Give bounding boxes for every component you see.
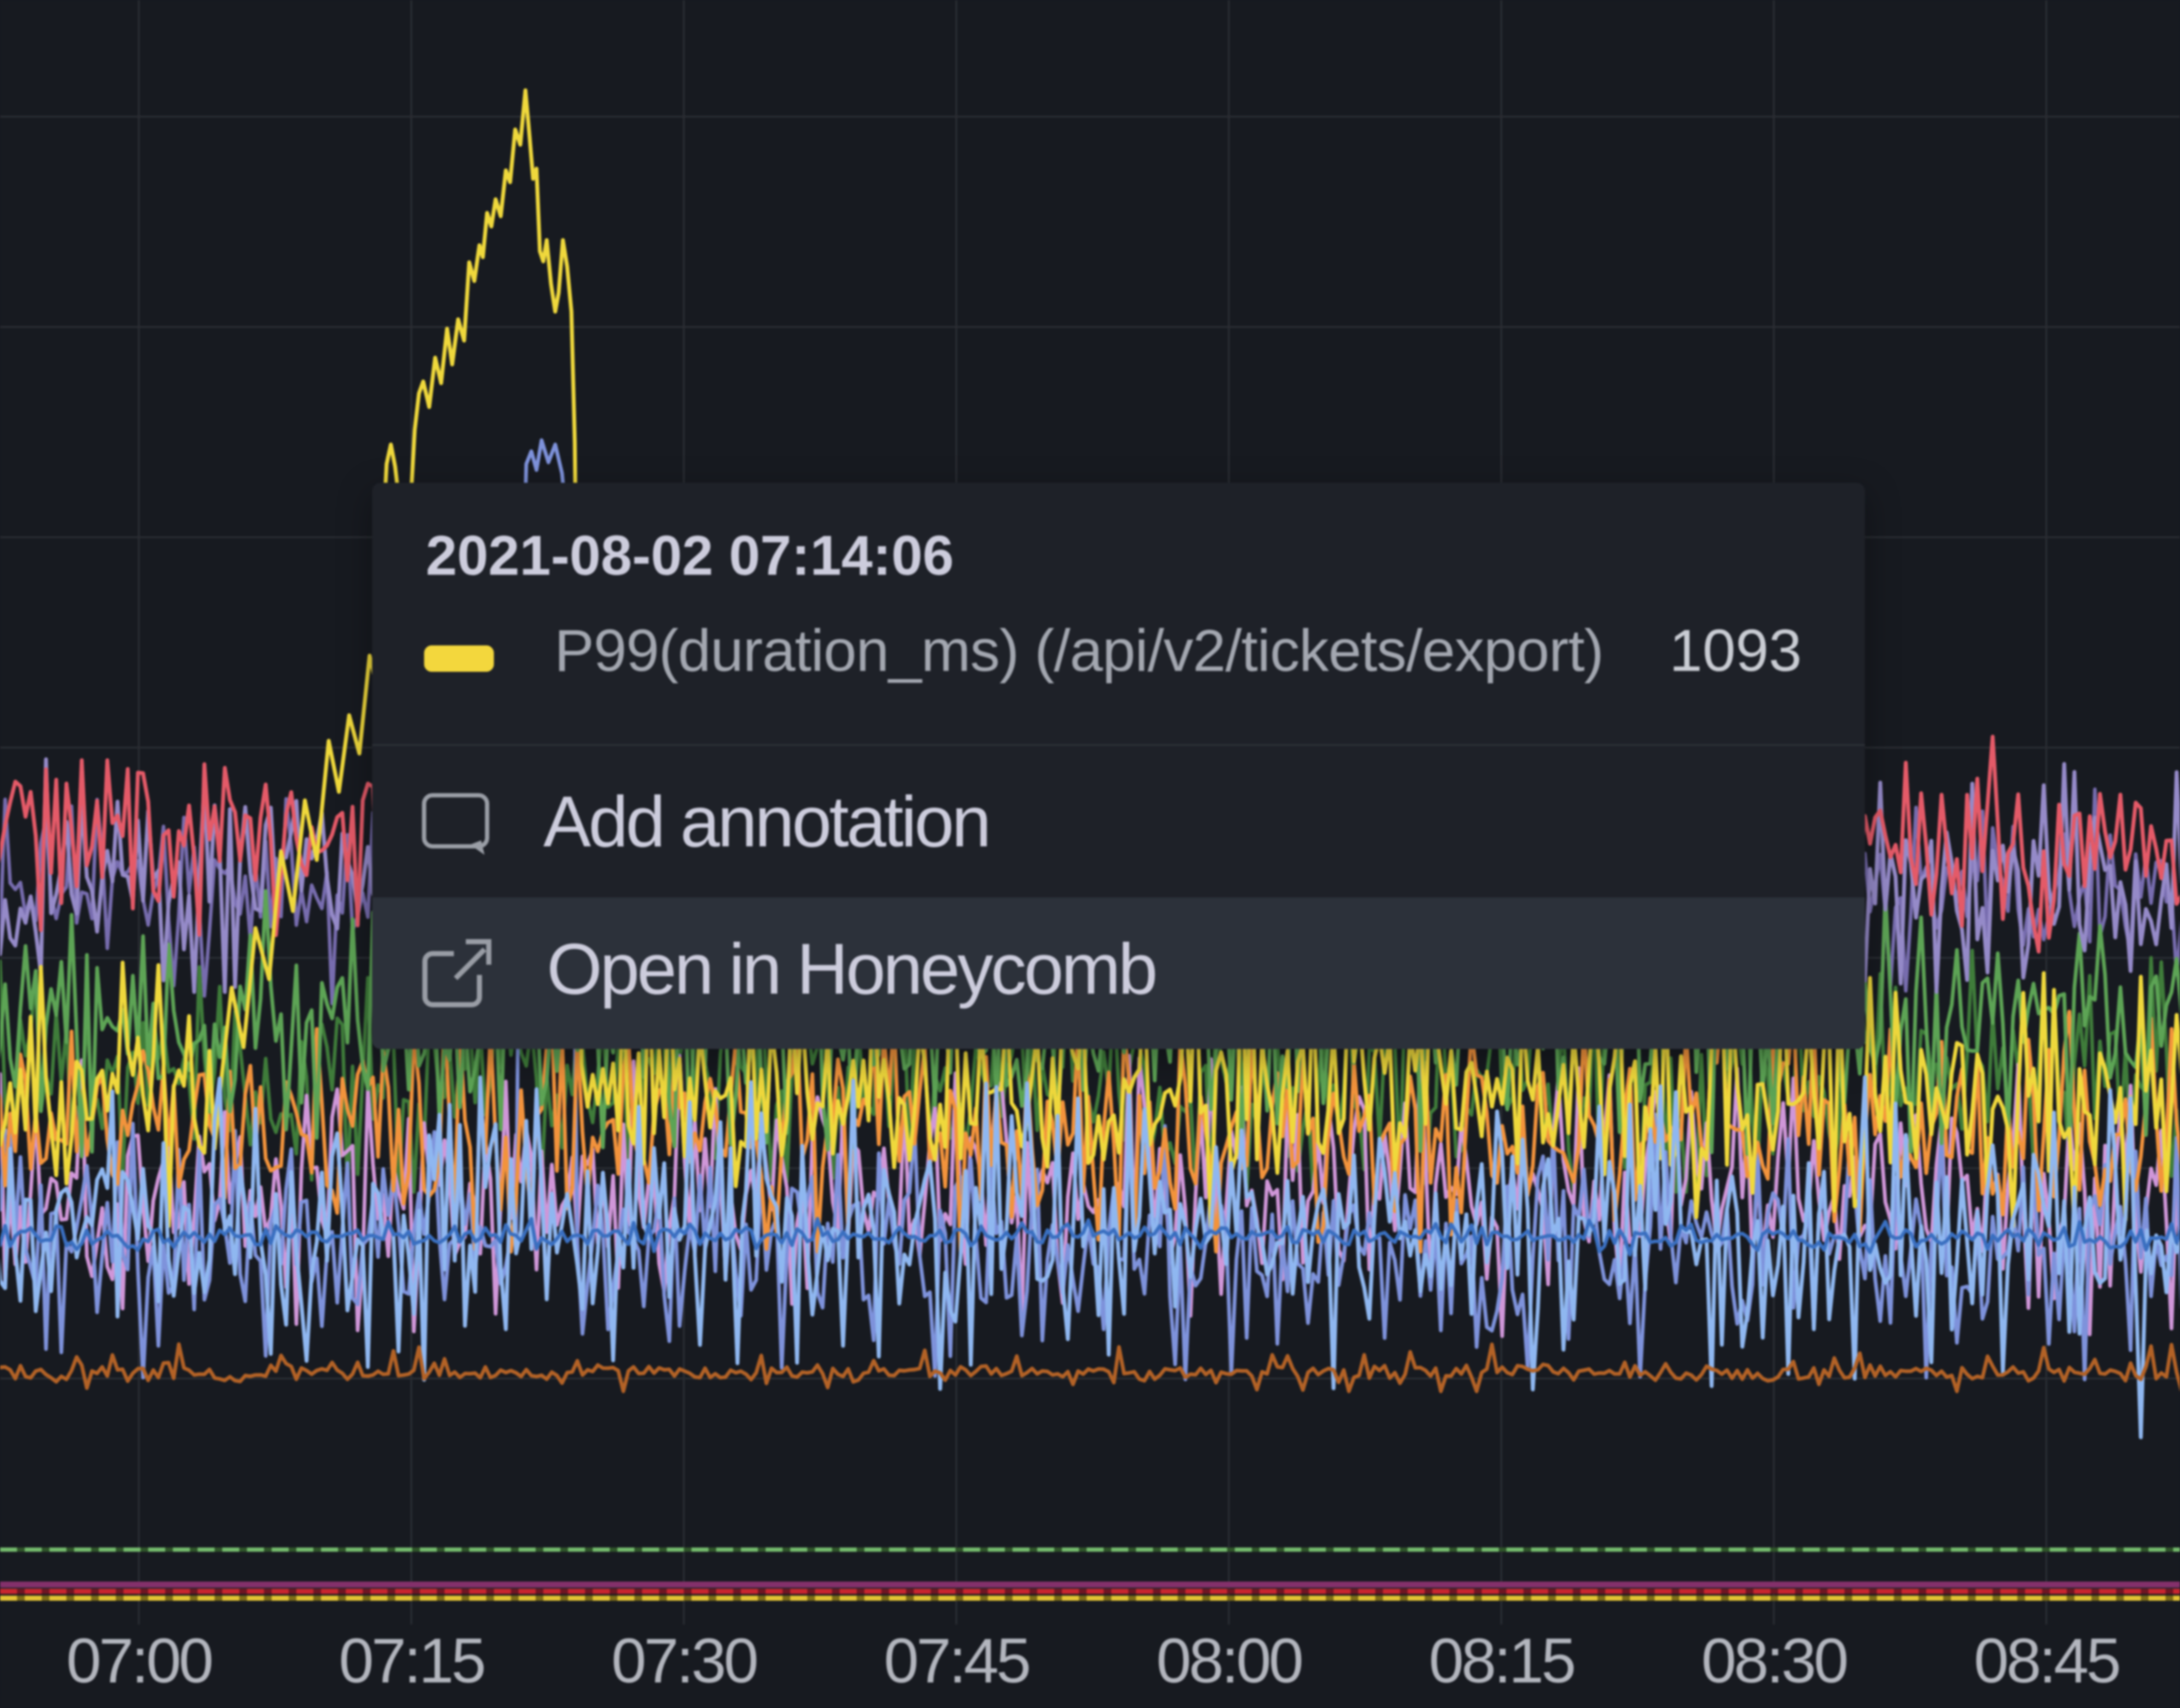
svg-text:08:30: 08:30 xyxy=(1701,1625,1847,1696)
svg-text:07:30: 07:30 xyxy=(611,1625,757,1696)
svg-text:07:00: 07:00 xyxy=(66,1625,212,1696)
svg-text:07:45: 07:45 xyxy=(884,1625,1030,1696)
svg-text:07:15: 07:15 xyxy=(339,1625,485,1696)
svg-text:08:00: 08:00 xyxy=(1156,1625,1302,1696)
svg-text:08:15: 08:15 xyxy=(1429,1625,1575,1696)
svg-text:08:45: 08:45 xyxy=(1974,1625,2120,1696)
